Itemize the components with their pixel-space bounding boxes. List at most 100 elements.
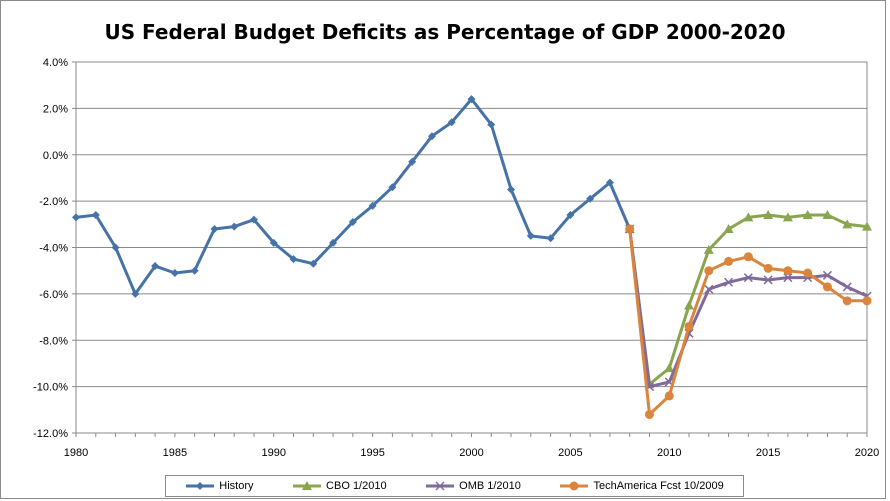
data-point <box>605 178 614 187</box>
y-tick-label: -8.0% <box>39 335 68 347</box>
data-point <box>644 409 654 419</box>
data-point <box>743 273 753 283</box>
data-point <box>664 363 675 373</box>
series-omb-1-2010 <box>625 224 872 392</box>
data-point <box>408 157 417 166</box>
data-point <box>230 222 239 231</box>
data-point <box>427 132 436 141</box>
legend-item: CBO 1/2010 <box>292 480 387 492</box>
data-point <box>170 269 179 278</box>
x-tick-label: 1980 <box>64 447 88 459</box>
data-point <box>388 183 397 192</box>
data-point <box>289 255 298 264</box>
x-tick-label: 2015 <box>756 447 780 459</box>
data-point <box>802 210 813 220</box>
data-point <box>763 210 774 220</box>
data-point <box>526 231 535 240</box>
data-point <box>196 482 205 490</box>
data-point <box>507 185 516 194</box>
legend-swatch <box>293 481 322 490</box>
data-point <box>704 284 714 294</box>
data-point <box>435 481 445 491</box>
x-tick-label: 2010 <box>657 447 681 459</box>
data-point <box>190 266 199 275</box>
series-line <box>628 213 868 386</box>
data-point <box>763 263 773 273</box>
data-point <box>329 238 338 247</box>
data-point <box>684 321 694 331</box>
series-cbo-1-2010 <box>624 210 872 389</box>
data-point <box>269 238 278 247</box>
legend-item: OMB 1/2010 <box>425 480 521 492</box>
y-tick-label: -2.0% <box>39 196 68 208</box>
data-point <box>302 481 313 490</box>
data-point <box>842 296 852 306</box>
y-tick-label: 0.0% <box>43 150 68 162</box>
data-point <box>664 391 674 401</box>
chart-title: US Federal Budget Deficits as Percentage… <box>104 20 786 44</box>
data-point <box>151 262 160 271</box>
data-point <box>131 289 140 298</box>
legend-item: TechAmerica Fcst 10/2009 <box>559 480 724 492</box>
data-point <box>724 256 734 266</box>
y-tick-label: -12.0% <box>33 428 68 440</box>
data-point <box>743 252 753 262</box>
data-point <box>210 224 219 233</box>
x-tick-label: 1985 <box>163 447 187 459</box>
data-point <box>743 212 754 222</box>
x-tick-label: 1995 <box>360 447 384 459</box>
data-point <box>566 211 575 220</box>
y-axis: 4.0% 2.0% 0.0% -2.0% -4.0% -6.0% -8.0% -10.0% -1… <box>33 57 76 440</box>
series-history <box>72 95 634 298</box>
data-point <box>684 300 695 310</box>
data-point <box>822 270 832 280</box>
legend-label: History <box>219 480 254 492</box>
data-point <box>447 118 456 127</box>
y-tick-label: -10.0% <box>33 382 68 394</box>
y-tick-label: -6.0% <box>39 289 68 301</box>
legend-item: History <box>185 480 254 492</box>
x-tick-label: 2020 <box>855 447 879 459</box>
x-axis: 1980 1985 1990 1995 2000 2005 2010 2015 2020 <box>64 433 879 459</box>
y-tick-label: -4.0% <box>39 243 68 255</box>
data-point <box>862 296 872 306</box>
data-point <box>783 266 793 276</box>
data-point <box>724 277 734 287</box>
data-point <box>368 201 377 210</box>
legend-swatch <box>186 482 215 490</box>
data-point <box>822 210 833 220</box>
data-point <box>487 120 496 129</box>
data-point <box>704 266 714 276</box>
data-point <box>467 95 476 104</box>
data-point <box>348 217 357 226</box>
data-point <box>842 219 853 229</box>
legend-swatch <box>560 481 589 491</box>
data-point <box>763 275 773 285</box>
data-point <box>842 282 852 292</box>
data-point <box>822 282 832 292</box>
data-point <box>625 224 635 234</box>
data-point <box>569 481 579 491</box>
legend-label: TechAmerica Fcst 10/2009 <box>593 480 724 492</box>
y-tick-label: 4.0% <box>43 57 68 69</box>
legend-label: OMB 1/2010 <box>459 480 521 492</box>
data-point <box>703 244 714 254</box>
data-point <box>309 259 318 268</box>
grid-lines <box>76 61 867 434</box>
legend: History CBO 1/2010 OMB 1/2010 TechAmerica F… <box>165 475 744 497</box>
data-point <box>803 268 813 278</box>
data-point <box>723 223 734 233</box>
legend-swatch <box>426 481 455 491</box>
y-tick-label: 2.0% <box>43 103 68 115</box>
data-point <box>249 215 258 224</box>
series-techamerica-fcst-10-2009 <box>625 224 872 419</box>
data-point <box>782 212 793 222</box>
x-tick-label: 1990 <box>262 447 286 459</box>
data-point <box>72 213 80 222</box>
data-point <box>862 221 872 231</box>
x-tick-label: 2005 <box>558 447 582 459</box>
series-layer <box>72 95 872 419</box>
data-point <box>111 243 120 252</box>
